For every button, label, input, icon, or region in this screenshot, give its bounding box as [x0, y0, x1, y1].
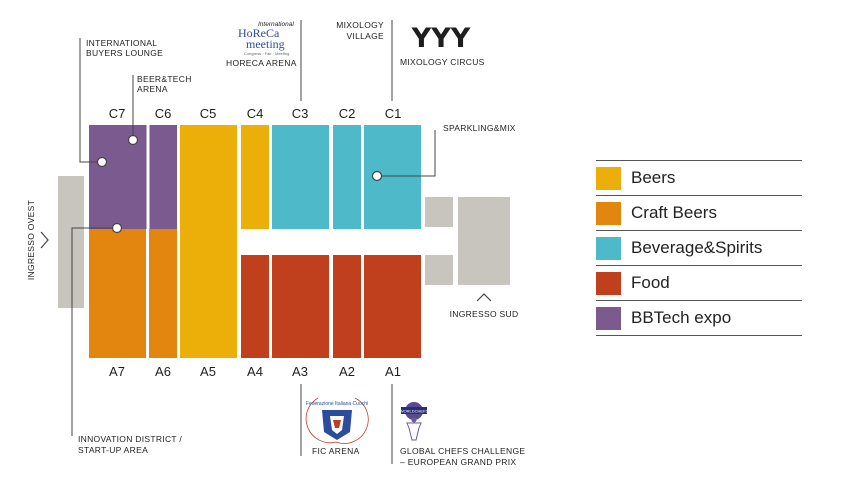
global-chefs-label-2: – EUROPEAN GRAND PRIX — [400, 457, 516, 467]
legend: Beers Craft Beers Beverage&Spirits Food … — [596, 160, 802, 336]
hall-label-c4: C4 — [247, 106, 264, 121]
innovation-marker[interactable] — [111, 222, 123, 234]
hall-label-c5: C5 — [200, 106, 217, 121]
horeca-arena-label: HORECA ARENA — [226, 58, 297, 68]
hall-a6-craft-beers[interactable] — [149, 229, 177, 358]
sparkling-marker[interactable] — [371, 170, 383, 182]
legend-swatch — [596, 236, 621, 260]
hall-a4-food[interactable] — [241, 255, 269, 358]
hall-label-c2: C2 — [339, 106, 356, 121]
innovation-label-2: START-UP AREA — [78, 445, 148, 455]
svg-text:meeting: meeting — [246, 37, 285, 51]
legend-swatch — [596, 271, 621, 295]
hall-label-a1: A1 — [385, 364, 401, 379]
ingresso-ovest-label: INGRESSO OVEST — [26, 200, 36, 280]
hall-label-c7: C7 — [109, 106, 126, 121]
ingresso-sud-label: INGRESSO SUD — [450, 309, 519, 319]
hall-a2-food[interactable] — [333, 255, 361, 358]
hall-a3-food[interactable] — [272, 255, 329, 358]
legend-swatch — [596, 201, 621, 225]
worldchefs-logo: WORLDCHEFS — [400, 402, 429, 441]
hall-label-a2: A2 — [339, 364, 355, 379]
fic-logo: Federazione Italiana Cuochi — [305, 397, 369, 444]
hall-a1-food[interactable] — [364, 255, 421, 358]
legend-label: BBTech expo — [631, 308, 732, 327]
legend-label: Food — [631, 273, 670, 292]
buyers-lounge-leader — [79, 38, 100, 163]
west-entrance-block — [58, 176, 84, 308]
hall-c5-a5-beers[interactable] — [180, 125, 237, 358]
yyy-logo: YYY — [411, 23, 471, 54]
svg-text:WORLDCHEFS: WORLDCHEFS — [400, 409, 429, 414]
beertech-marker[interactable] — [127, 134, 139, 146]
legend-label: Beers — [631, 168, 676, 187]
mixology-village-label-2: VILLAGE — [346, 31, 384, 41]
mixology-circus-label: MIXOLOGY CIRCUS — [400, 57, 485, 67]
hall-c6-bbtech[interactable] — [149, 125, 177, 229]
legend-swatch — [596, 166, 621, 190]
legend-swatch — [596, 306, 621, 330]
hall-c2-beverage[interactable] — [333, 125, 361, 229]
east-service-block-top — [425, 197, 453, 227]
west-entrance-arrow — [40, 231, 49, 249]
hall-label-c1: C1 — [385, 106, 402, 121]
legend-item-beverage-spirits[interactable]: Beverage&Spirits — [596, 230, 802, 265]
buyers-lounge-label-1: INTERNATIONAL — [86, 38, 157, 48]
hall-a7-craft-beers[interactable] — [89, 229, 146, 358]
buyers-lounge-label-2: BUYERS LOUNGE — [86, 48, 163, 58]
hall-label-a3: A3 — [292, 364, 308, 379]
innovation-leader — [71, 227, 113, 436]
hall-label-a4: A4 — [247, 364, 263, 379]
legend-item-craft-beers[interactable]: Craft Beers — [596, 195, 802, 230]
global-chefs-label-1: GLOBAL CHEFS CHALLENGE — [400, 446, 525, 456]
beertech-label-2: ARENA — [137, 84, 168, 94]
legend-label: Craft Beers — [631, 203, 717, 222]
svg-text:Federazione Italiana Cuochi: Federazione Italiana Cuochi — [306, 401, 368, 407]
innovation-label-1: INNOVATION DISTRICT / — [78, 434, 182, 444]
east-service-block-bottom — [425, 255, 453, 285]
svg-text:Congress · Fair · Meeting: Congress · Fair · Meeting — [244, 51, 289, 56]
sparkling-leader — [381, 130, 436, 177]
sparkling-label: SPARKLING&MIX — [443, 123, 516, 133]
svg-text:International: International — [258, 21, 294, 28]
horeca-meeting-logo: International HoReCa meeting Congress · … — [238, 21, 294, 56]
fic-arena-label: FIC ARENA — [312, 446, 360, 456]
hall-label-c6: C6 — [155, 106, 172, 121]
hall-label-a6: A6 — [155, 364, 171, 379]
south-entrance-arrow — [476, 293, 492, 302]
hall-label-c3: C3 — [292, 106, 309, 121]
hall-label-a5: A5 — [200, 364, 216, 379]
legend-item-beers[interactable]: Beers — [596, 160, 802, 195]
beertech-label-1: BEER&TECH — [137, 74, 192, 84]
legend-item-food[interactable]: Food — [596, 265, 802, 300]
legend-label: Beverage&Spirits — [631, 238, 763, 257]
hall-c4-beers[interactable] — [241, 125, 269, 229]
hall-c3-beverage[interactable] — [272, 125, 329, 229]
svg-text:HoReCa: HoReCa — [238, 26, 280, 40]
buyers-lounge-marker[interactable] — [96, 156, 108, 168]
south-entrance-block — [458, 197, 510, 285]
legend-item-bbtech[interactable]: BBTech expo — [596, 300, 802, 336]
mixology-village-label-1: MIXOLOGY — [336, 20, 384, 30]
hall-label-a7: A7 — [109, 364, 125, 379]
